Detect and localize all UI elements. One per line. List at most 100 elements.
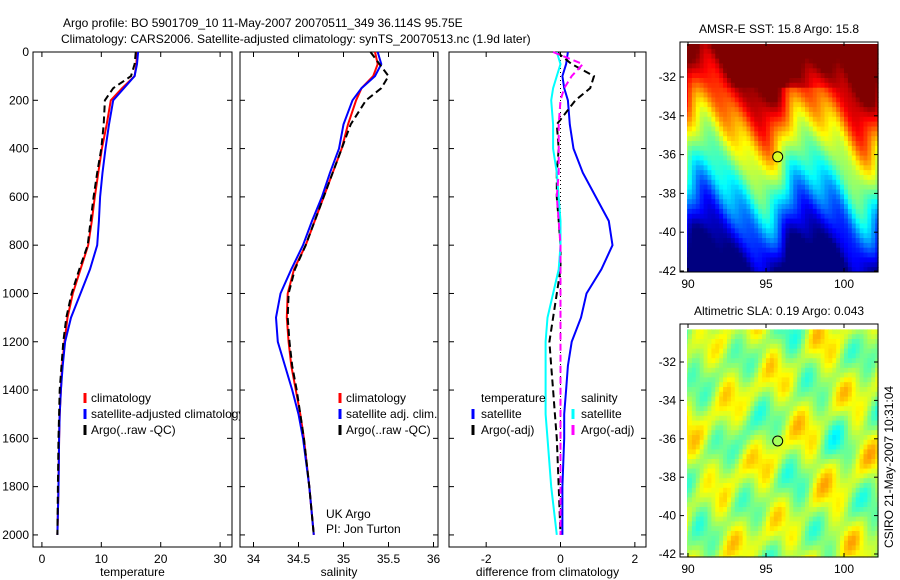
map-cell xyxy=(742,502,748,508)
map-cell xyxy=(723,126,728,132)
map-cell xyxy=(820,343,826,350)
map-cell xyxy=(688,145,693,152)
map-cell xyxy=(851,483,857,489)
map-cell xyxy=(828,463,833,470)
map-cell xyxy=(719,53,724,60)
map-cell xyxy=(855,247,861,254)
map-cell xyxy=(840,247,845,254)
map-cell xyxy=(719,550,724,556)
map-cell xyxy=(836,382,841,388)
map-cell xyxy=(832,111,837,118)
map-cell xyxy=(687,516,689,522)
map-cell xyxy=(723,516,728,522)
map-cell xyxy=(844,252,849,259)
map-cell xyxy=(742,382,748,388)
map-cell xyxy=(769,339,775,345)
map-cell xyxy=(840,150,845,157)
map-cell xyxy=(730,82,736,89)
map-cell xyxy=(812,165,818,171)
map-cell xyxy=(730,179,736,186)
map-cell xyxy=(777,102,783,108)
map-cell xyxy=(707,540,712,546)
map-cell xyxy=(816,223,822,229)
map-cell xyxy=(816,87,822,94)
map-cell xyxy=(789,377,794,383)
map-cell xyxy=(808,463,814,470)
map-cell xyxy=(832,68,837,74)
map-cell xyxy=(754,242,759,249)
map-cell xyxy=(855,68,861,74)
map-cell xyxy=(715,213,720,220)
map-cell xyxy=(801,406,806,412)
map-cell xyxy=(789,126,794,132)
map-cell xyxy=(742,444,748,450)
map-cell xyxy=(738,257,744,263)
x-tick-label: 100 xyxy=(834,562,854,576)
map-cell xyxy=(715,179,720,186)
map-cell xyxy=(789,208,794,215)
map-cell xyxy=(789,228,794,234)
map-cell xyxy=(773,334,779,340)
map-cell xyxy=(875,454,879,460)
map-cell xyxy=(715,97,720,103)
map-cell xyxy=(773,247,779,254)
map-cell xyxy=(808,213,814,220)
map-cell xyxy=(711,531,716,537)
map-cell xyxy=(707,401,712,407)
map-cell xyxy=(758,233,763,239)
map-cell xyxy=(781,382,787,388)
map-cell xyxy=(738,44,744,50)
map-cell xyxy=(844,473,849,479)
map-cell xyxy=(758,353,763,359)
map-cell xyxy=(766,150,771,157)
map-cell xyxy=(727,204,732,210)
map-cell xyxy=(824,247,829,254)
map-cell xyxy=(754,511,759,518)
map-cell xyxy=(730,199,736,205)
map-cell xyxy=(805,150,810,157)
map-cell xyxy=(805,487,810,494)
map-cell xyxy=(758,411,763,417)
map-cell xyxy=(832,483,837,489)
map-cell xyxy=(855,208,861,215)
map-cell xyxy=(695,44,701,50)
map-cell xyxy=(777,53,783,60)
map-cell xyxy=(793,213,798,220)
map-cell xyxy=(851,473,857,479)
map-cell xyxy=(797,204,802,210)
map-cell xyxy=(711,521,716,527)
map-cell xyxy=(762,247,767,254)
map-cell xyxy=(785,58,790,65)
map-cell xyxy=(695,53,701,60)
map-cell xyxy=(723,116,728,123)
map-cell xyxy=(805,242,810,249)
map-cell xyxy=(847,444,853,450)
map-cell xyxy=(812,526,818,532)
map-cell xyxy=(687,473,689,479)
map-cell xyxy=(844,48,849,55)
map-cell xyxy=(734,242,740,249)
map-cell xyxy=(859,459,865,465)
map-cell xyxy=(703,184,709,191)
map-cell xyxy=(851,487,857,494)
map-cell xyxy=(723,449,728,455)
map-cell xyxy=(785,526,790,532)
map-cell xyxy=(730,87,736,94)
map-cell xyxy=(797,526,802,532)
map-cell xyxy=(808,401,814,407)
map-cell xyxy=(766,526,771,532)
map-cell xyxy=(691,126,697,132)
map-cell xyxy=(687,348,689,354)
map-cell xyxy=(742,406,748,412)
map-cell xyxy=(742,492,748,498)
map-cell xyxy=(824,44,829,50)
map-cell xyxy=(785,233,790,239)
map-cell xyxy=(742,208,748,215)
map-cell xyxy=(828,63,833,69)
map-cell xyxy=(727,87,732,94)
map-cell xyxy=(805,131,810,137)
map-cell xyxy=(742,535,748,542)
map-cell xyxy=(758,228,763,234)
map-cell xyxy=(758,165,763,171)
map-cell xyxy=(851,48,857,55)
